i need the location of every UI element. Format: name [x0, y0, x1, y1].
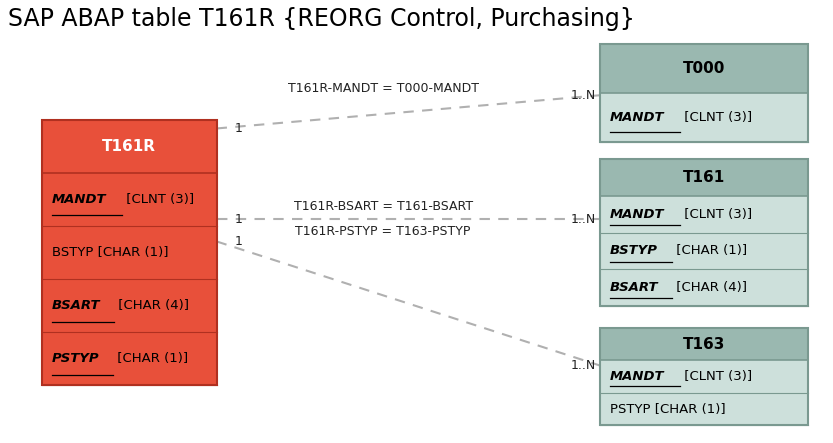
Text: BSART: BSART [52, 299, 100, 312]
Bar [600, 44, 808, 142]
Text: [CLNT (3)]: [CLNT (3)] [680, 111, 752, 124]
Text: 1: 1 [235, 235, 242, 248]
Bar [600, 44, 808, 93]
Text: MANDT: MANDT [610, 111, 664, 124]
Bar [600, 328, 808, 360]
Bar [600, 328, 808, 425]
Text: 1..N: 1..N [571, 89, 596, 102]
Text: [CHAR (4)]: [CHAR (4)] [672, 281, 747, 294]
Text: [CLNT (3)]: [CLNT (3)] [122, 193, 194, 206]
Text: T000: T000 [683, 61, 725, 76]
Text: SAP ABAP table T161R {REORG Control, Purchasing}: SAP ABAP table T161R {REORG Control, Pur… [8, 7, 636, 31]
Text: BSTYP [CHAR (1)]: BSTYP [CHAR (1)] [52, 246, 168, 259]
Bar [42, 120, 217, 173]
Text: PSTYP [CHAR (1)]: PSTYP [CHAR (1)] [610, 403, 726, 416]
Text: PSTYP: PSTYP [52, 352, 99, 365]
Text: T161R: T161R [102, 139, 156, 154]
Text: [CLNT (3)]: [CLNT (3)] [680, 370, 752, 383]
Text: T161R-PSTYP = T163-PSTYP: T161R-PSTYP = T163-PSTYP [296, 225, 471, 238]
Text: MANDT: MANDT [610, 370, 664, 383]
Text: [CHAR (4)]: [CHAR (4)] [114, 299, 189, 312]
Text: MANDT: MANDT [52, 193, 106, 206]
Text: T161R-BSART = T161-BSART: T161R-BSART = T161-BSART [293, 200, 473, 213]
Text: [CLNT (3)]: [CLNT (3)] [680, 208, 752, 221]
Text: T161R-MANDT = T000-MANDT: T161R-MANDT = T000-MANDT [287, 82, 479, 95]
Bar [600, 44, 808, 142]
Text: 1: 1 [235, 122, 242, 135]
Text: 1..N: 1..N [571, 359, 596, 372]
Bar [600, 159, 808, 306]
Text: BSART: BSART [610, 281, 658, 294]
Bar [600, 159, 808, 196]
Text: T163: T163 [683, 337, 725, 352]
Text: [CHAR (1)]: [CHAR (1)] [671, 245, 747, 257]
Bar [42, 120, 217, 385]
Text: T161: T161 [683, 170, 725, 185]
Text: 1..N: 1..N [571, 213, 596, 226]
Text: 1: 1 [235, 213, 242, 226]
Text: BSTYP: BSTYP [610, 245, 658, 257]
Text: [CHAR (1)]: [CHAR (1)] [113, 352, 188, 365]
Text: MANDT: MANDT [610, 208, 664, 221]
Bar [600, 328, 808, 425]
Bar [600, 159, 808, 306]
Bar [42, 120, 217, 385]
